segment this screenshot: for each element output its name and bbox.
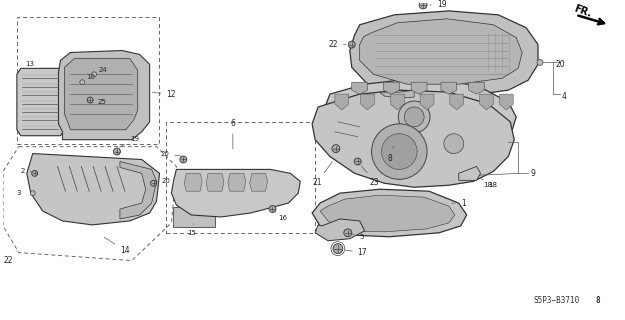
Text: S5P3−B3710: S5P3−B3710: [533, 296, 579, 305]
Circle shape: [419, 1, 427, 9]
Text: 10: 10: [86, 74, 95, 80]
Circle shape: [333, 244, 343, 254]
Circle shape: [332, 145, 340, 153]
Circle shape: [92, 72, 97, 77]
Polygon shape: [499, 94, 513, 110]
Polygon shape: [450, 94, 464, 110]
Polygon shape: [384, 82, 399, 94]
Text: 22: 22: [328, 40, 346, 49]
Polygon shape: [325, 80, 516, 146]
Text: 18: 18: [484, 182, 492, 188]
Polygon shape: [361, 94, 374, 110]
Polygon shape: [312, 189, 467, 237]
Text: 6: 6: [231, 119, 235, 149]
Text: 20: 20: [556, 60, 566, 69]
Polygon shape: [120, 162, 157, 219]
Polygon shape: [17, 68, 64, 136]
Bar: [166, 122, 315, 233]
Polygon shape: [27, 154, 159, 225]
Text: 5: 5: [352, 234, 364, 240]
Text: 12: 12: [152, 90, 176, 99]
Polygon shape: [335, 94, 349, 110]
Polygon shape: [420, 94, 434, 110]
Text: 20: 20: [157, 178, 171, 184]
Polygon shape: [352, 82, 367, 94]
Text: 8: 8: [387, 146, 394, 163]
Bar: [17, 17, 159, 144]
Polygon shape: [459, 166, 481, 180]
Polygon shape: [64, 59, 138, 130]
Polygon shape: [184, 173, 202, 191]
Polygon shape: [250, 173, 268, 191]
Polygon shape: [206, 173, 224, 191]
Text: 23: 23: [361, 166, 379, 187]
Text: 4: 4: [562, 92, 567, 100]
Polygon shape: [469, 82, 484, 94]
Text: 8: 8: [596, 296, 600, 305]
Circle shape: [344, 229, 352, 237]
Polygon shape: [315, 219, 364, 241]
Polygon shape: [59, 51, 149, 140]
Polygon shape: [320, 195, 455, 232]
Text: 9: 9: [530, 169, 535, 178]
Text: 1: 1: [452, 199, 466, 208]
Circle shape: [180, 156, 187, 163]
Text: 21: 21: [312, 162, 332, 187]
Text: 15: 15: [187, 224, 196, 236]
Circle shape: [354, 158, 361, 165]
Text: 13: 13: [25, 61, 34, 68]
Text: 3: 3: [16, 190, 21, 196]
Polygon shape: [171, 169, 300, 217]
Polygon shape: [479, 94, 493, 110]
Text: 18: 18: [481, 179, 498, 188]
Polygon shape: [359, 19, 522, 84]
Text: 17: 17: [346, 248, 368, 257]
Text: 16: 16: [274, 211, 288, 221]
Polygon shape: [379, 90, 414, 98]
Circle shape: [444, 134, 464, 154]
Bar: [173, 207, 215, 227]
Circle shape: [151, 180, 157, 186]
Text: 25: 25: [97, 99, 106, 105]
Circle shape: [372, 124, 427, 179]
Polygon shape: [391, 94, 404, 110]
Text: 14: 14: [104, 237, 129, 255]
Text: 19: 19: [119, 136, 139, 147]
Circle shape: [30, 191, 35, 196]
Polygon shape: [228, 173, 246, 191]
Polygon shape: [441, 82, 457, 94]
Text: FR.: FR.: [572, 3, 593, 19]
Circle shape: [88, 97, 93, 103]
Circle shape: [398, 101, 430, 133]
Text: 22: 22: [3, 251, 17, 265]
Circle shape: [404, 107, 424, 127]
Circle shape: [537, 60, 543, 65]
Polygon shape: [312, 90, 514, 187]
Polygon shape: [350, 11, 538, 97]
Text: 2: 2: [21, 168, 32, 174]
Circle shape: [348, 41, 355, 48]
Circle shape: [80, 80, 85, 85]
Polygon shape: [411, 82, 427, 94]
Circle shape: [114, 148, 121, 155]
Text: 24: 24: [98, 67, 107, 73]
Circle shape: [381, 134, 417, 169]
Text: 19: 19: [430, 0, 447, 10]
Circle shape: [269, 205, 276, 212]
Circle shape: [32, 170, 38, 176]
Text: 20: 20: [161, 150, 181, 156]
